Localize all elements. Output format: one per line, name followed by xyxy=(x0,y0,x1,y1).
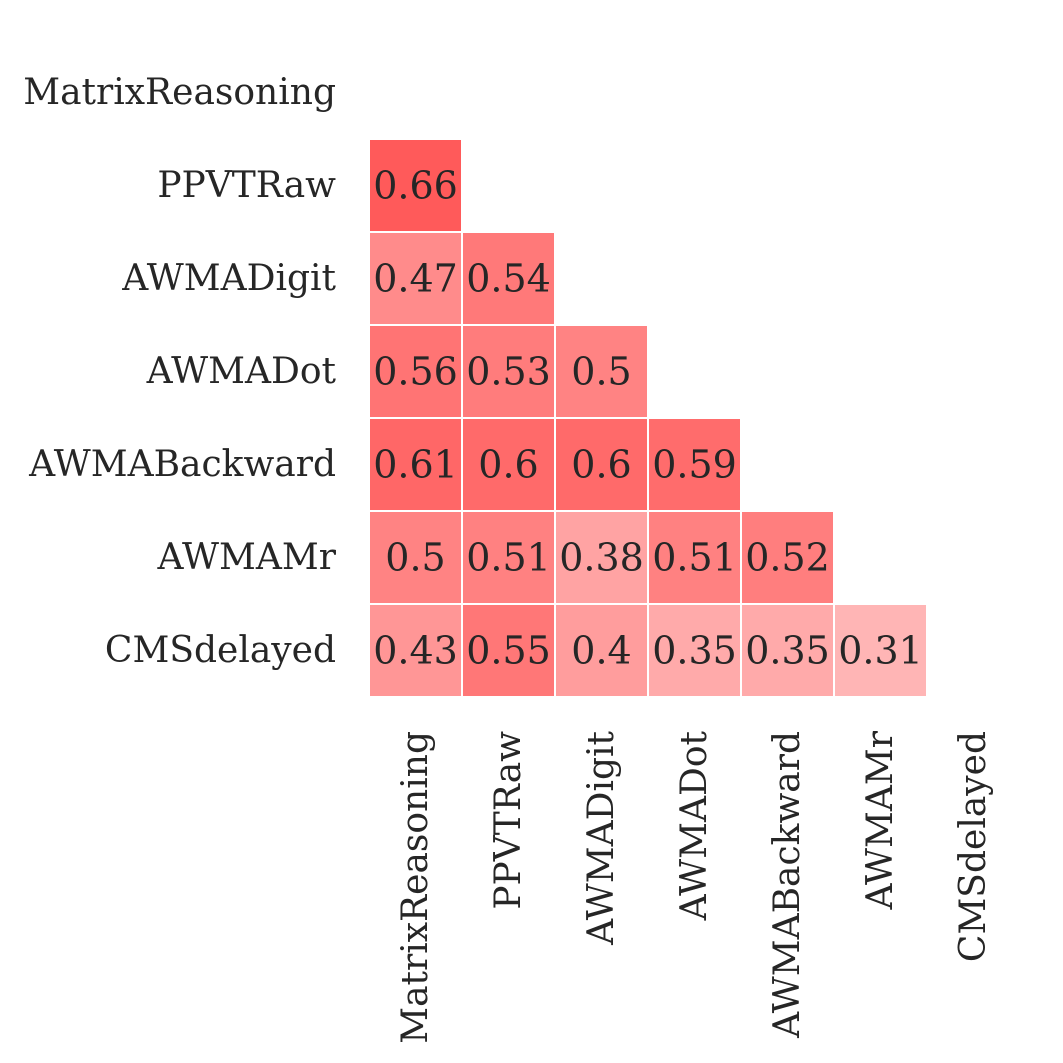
x-tick-label-AWMADot: AWMADot xyxy=(674,730,715,921)
cell-value-label: 0.6 xyxy=(571,443,631,487)
y-tick-label-AWMAMr: AWMAMr xyxy=(157,537,337,578)
heatmap-cell-CMSdelayed-MatrixReasoning xyxy=(370,605,461,696)
heatmap-cell-AWMADigit-PPVTRaw xyxy=(463,233,554,324)
heatmap-cell-CMSdelayed-AWMADot xyxy=(649,605,740,696)
cell-value-label: 0.35 xyxy=(745,629,830,673)
heatmap-cell-AWMABackward-AWMADigit xyxy=(556,419,647,510)
heatmap-cell-CMSdelayed-AWMABackward xyxy=(742,605,833,696)
heatmap-cells: 0.66 0.47 0.54 0.56 0.53 0.5 0.61 0.6 0.6 0.59 0.5… xyxy=(370,140,926,696)
cell-value-label: 0.5 xyxy=(385,536,445,580)
x-axis-tick-labels: MatrixReasoning PPVTRaw AWMADigit AWMADot AW… xyxy=(395,730,994,1044)
cell-value-label: 0.31 xyxy=(838,629,923,673)
y-tick-label-PPVTRaw: PPVTRaw xyxy=(157,165,336,206)
heatmap-cell-CMSdelayed-AWMAMr xyxy=(835,605,926,696)
cell-value-label: 0.47 xyxy=(373,257,458,301)
heatmap-cell-AWMADot-PPVTRaw xyxy=(463,326,554,417)
heatmap-cell-AWMAMr-AWMABackward xyxy=(742,512,833,603)
cell-value-label: 0.35 xyxy=(652,629,737,673)
x-tick-label-PPVTRaw: PPVTRaw xyxy=(488,731,529,910)
cell-value-label: 0.56 xyxy=(373,350,458,394)
y-tick-label-AWMADot: AWMADot xyxy=(146,351,337,392)
cell-value-label: 0.38 xyxy=(559,536,644,580)
y-axis-tick-labels: MatrixReasoning PPVTRaw AWMADigit AWMADot AW… xyxy=(23,72,337,671)
heatmap-cell-AWMABackward-PPVTRaw xyxy=(463,419,554,510)
x-tick-label-AWMAMr: AWMAMr xyxy=(860,730,901,910)
heatmap-cell-PPVTRaw-MatrixReasoning xyxy=(370,140,461,231)
heatmap-cell-AWMABackward-MatrixReasoning xyxy=(370,419,461,510)
heatmap-cell-AWMAMr-AWMADot xyxy=(649,512,740,603)
cell-value-label: 0.59 xyxy=(652,443,737,487)
x-tick-label-AWMADigit: AWMADigit xyxy=(581,730,622,945)
heatmap-cell-AWMAMr-MatrixReasoning xyxy=(370,512,461,603)
heatmap-cell-AWMAMr-AWMADigit xyxy=(556,512,647,603)
heatmap-cell-AWMADot-AWMADigit xyxy=(556,326,647,417)
y-tick-label-AWMABackward: AWMABackward xyxy=(28,444,336,485)
cell-value-label: 0.5 xyxy=(571,350,631,394)
x-tick-label-AWMABackward: AWMABackward xyxy=(767,731,808,1039)
cell-value-label: 0.55 xyxy=(466,629,551,673)
heatmap-cell-CMSdelayed-AWMADigit xyxy=(556,605,647,696)
cell-value-label: 0.43 xyxy=(373,629,458,673)
heatmap-cell-AWMAMr-PPVTRaw xyxy=(463,512,554,603)
x-tick-label-MatrixReasoning: MatrixReasoning xyxy=(395,731,436,1044)
y-tick-label-CMSdelayed: CMSdelayed xyxy=(105,630,336,671)
heatmap-cell-AWMADot-MatrixReasoning xyxy=(370,326,461,417)
cell-value-label: 0.66 xyxy=(373,164,458,208)
cell-value-label: 0.6 xyxy=(478,443,538,487)
cell-value-label: 0.61 xyxy=(373,443,458,487)
cell-value-label: 0.4 xyxy=(571,629,631,673)
y-tick-label-AWMADigit: AWMADigit xyxy=(121,258,336,299)
heatmap-cell-AWMADigit-MatrixReasoning xyxy=(370,233,461,324)
cell-value-label: 0.53 xyxy=(466,350,551,394)
heatmap-cell-CMSdelayed-PPVTRaw xyxy=(463,605,554,696)
cell-value-label: 0.51 xyxy=(652,536,737,580)
cell-value-label: 0.54 xyxy=(466,257,551,301)
cell-value-label: 0.51 xyxy=(466,536,551,580)
y-tick-label-MatrixReasoning: MatrixReasoning xyxy=(23,72,336,113)
heatmap-cell-AWMABackward-AWMADot xyxy=(649,419,740,510)
cell-value-label: 0.52 xyxy=(745,536,830,580)
x-tick-label-CMSdelayed: CMSdelayed xyxy=(953,731,994,962)
